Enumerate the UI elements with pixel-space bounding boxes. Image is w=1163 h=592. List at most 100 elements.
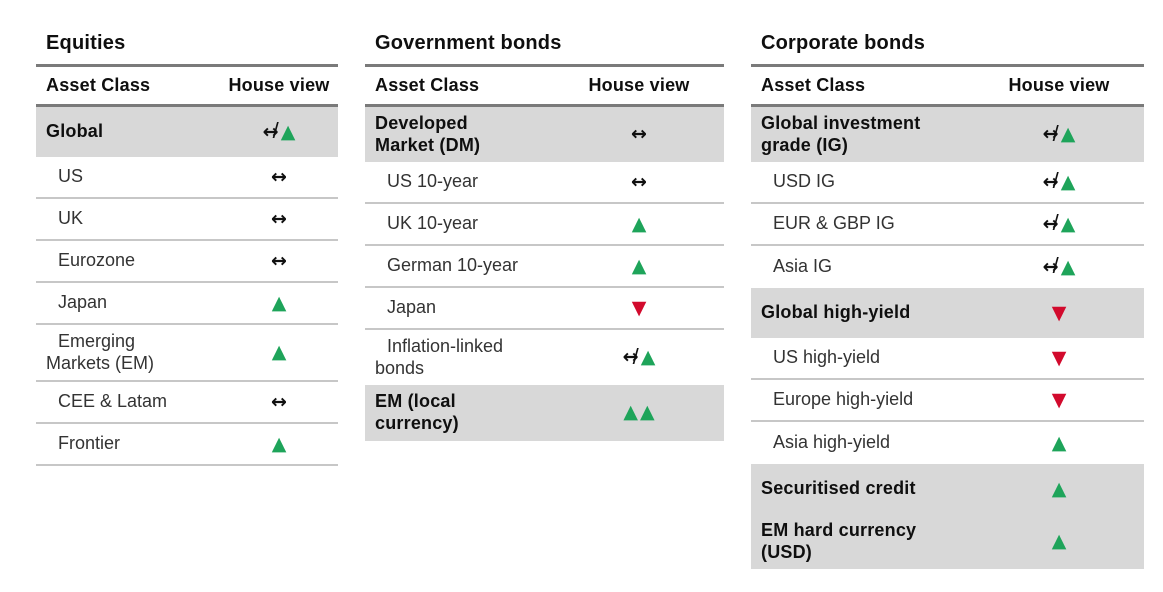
up-triangle-icon: ▲ (1060, 170, 1076, 193)
house-view-indicator: ↔ (554, 172, 724, 192)
table-title: Equities (36, 30, 338, 67)
neutral-arrow-icon: ↔ (622, 346, 639, 369)
neutral-arrow-icon: ↔ (1042, 212, 1059, 235)
up-triangle-icon: ▲ (1051, 530, 1067, 553)
asset-class-label: Securitised credit (761, 478, 916, 499)
house-view-indicator: ↔ (220, 390, 338, 413)
asset-class-label: US (58, 166, 84, 187)
asset-class-label: US high-yield (773, 347, 881, 368)
house-view-indicator: ▲ (220, 343, 338, 362)
equities-table: Equities Asset Class House view Global ↔ /… (36, 30, 338, 467)
asset-class-label: Frontier (58, 433, 121, 454)
table-row: Securitised credit ▲ (751, 464, 1144, 515)
down-triangle-icon: ▼ (1051, 346, 1067, 369)
asset-class-label: Global investment grade (IG) (761, 113, 921, 155)
up-triangle-icon: ▲ (280, 120, 296, 143)
house-view-indicator: ▲ (974, 431, 1144, 454)
tables-root: Equities Asset Class House view Global ↔ /… (36, 30, 1144, 570)
asset-class-label: CEE & Latam (58, 391, 168, 412)
table-row: EUR & GBP IG ↔ / ▲ (751, 204, 1144, 247)
house-view-indicator: ↔ / ▲ (220, 118, 338, 143)
asset-class-label: EM (local currency) (375, 391, 459, 433)
house-view-indicator: ↔ / ▲ (974, 253, 1144, 279)
house-view-indicator: ↔ / ▲ (554, 343, 724, 369)
table-body: Global investment grade (IG) ↔ / ▲ USD IG ↔ / ▲… (751, 107, 1144, 570)
house-view-indicator: ▲ (554, 212, 724, 235)
asset-class-label: EM hard currency (USD) (761, 520, 917, 562)
slash-icon: / (1052, 253, 1059, 279)
asset-class-label: Europe high-yield (773, 389, 914, 410)
house-view-indicator: ↔ (220, 251, 338, 271)
down-triangle-icon: ▼ (1051, 301, 1067, 324)
slash-icon: / (1052, 168, 1059, 194)
asset-class-label: Japan (387, 297, 437, 318)
table-row: Emerging Markets (EM) ▲ (36, 325, 338, 383)
up-triangle-icon: ▲ (631, 254, 647, 277)
neutral-arrow-icon: ↔ (1042, 170, 1059, 193)
neutral-arrow-icon: ↔ (271, 390, 287, 413)
table-header: Asset Class House view (751, 67, 1144, 107)
down-triangle-icon: ▼ (1051, 388, 1067, 411)
table-row: UK 10-year ▲ (365, 204, 724, 247)
column-header-asset-class: Asset Class (46, 75, 151, 95)
table-body: Developed Market (DM) ↔ US 10-year ↔ UK 10-y… (365, 107, 724, 441)
asset-class-label: US 10-year (387, 171, 479, 192)
table-body: Global ↔ / ▲ US ↔ UK ↔ Eurozone ↔ Japan ▲ Emerging M… (36, 107, 338, 467)
slash-icon: / (272, 118, 279, 143)
neutral-arrow-icon: ↔ (1042, 123, 1059, 146)
table-row: UK ↔ (36, 199, 338, 241)
house-view-indicator: ▲ (554, 254, 724, 277)
house-view-indicator: ↔ (220, 209, 338, 229)
up-triangle-icon: ▲ (1051, 431, 1067, 454)
house-view-indicator: ▲ (220, 434, 338, 454)
up-triangle-icon: ▲ (1060, 123, 1076, 146)
up-triangle-icon: ▲ (1060, 255, 1076, 278)
asset-class-label: UK (58, 208, 84, 229)
table-row: Developed Market (DM) ↔ (365, 107, 724, 163)
table-row: German 10-year ▲ (365, 246, 724, 289)
table-row: US 10-year ↔ (365, 162, 724, 205)
house-view-indicator: ▼ (974, 388, 1144, 411)
neutral-arrow-icon: ↔ (262, 120, 279, 143)
asset-class-label: Global (46, 121, 104, 142)
table-row: US high-yield ▼ (751, 338, 1144, 381)
neutral-arrow-icon: ↔ (271, 165, 287, 188)
up-triangle-icon: ▲ (631, 212, 647, 235)
asset-class-label: Emerging Markets (EM) (46, 331, 154, 373)
house-view-indicator: ▼ (974, 346, 1144, 369)
asset-class-label: Global high-yield (761, 302, 911, 323)
column-header-house-view: House view (228, 75, 330, 95)
column-header-house-view: House view (588, 75, 690, 95)
table-row: CEE & Latam ↔ (36, 382, 338, 425)
table-row: EM hard currency (USD) ▲ (751, 514, 1144, 570)
table-row: Inflation-linked bonds ↔ / ▲ (365, 330, 724, 385)
asset-class-label: Japan (58, 292, 108, 313)
asset-class-label: UK 10-year (387, 213, 479, 234)
slash-icon: / (1052, 120, 1059, 146)
column-header-house-view: House view (1008, 75, 1110, 95)
house-view-indicator: ▼ (554, 298, 724, 318)
table-row: Europe high-yield ▼ (751, 380, 1144, 423)
house-view-indicator: ↔ (220, 165, 338, 188)
slash-icon: / (632, 343, 639, 369)
table-row: Japan ▼ (365, 288, 724, 331)
table-title: Government bonds (365, 30, 724, 67)
table-title: Corporate bonds (751, 30, 1144, 67)
table-row: US ↔ (36, 157, 338, 199)
house-view-indicator: ↔ / ▲ (974, 168, 1144, 194)
table-row: Asia IG ↔ / ▲ (751, 246, 1144, 288)
column-header-asset-class: Asset Class (375, 75, 480, 95)
up-triangle-icon: ▲ (640, 346, 656, 369)
table-row: Eurozone ↔ (36, 241, 338, 283)
table-header: Asset Class House view (36, 67, 338, 107)
house-view-indicator: ▲ (974, 532, 1144, 551)
house-view-indicator: ↔ / ▲ (974, 212, 1144, 235)
government-bonds-table: Government bonds Asset Class House view … (365, 30, 724, 441)
table-row: Asia high-yield ▲ (751, 422, 1144, 464)
asset-class-label: Inflation-linked bonds (375, 336, 504, 378)
asset-class-label: EUR & GBP IG (773, 213, 895, 234)
up-triangle-icon: ▲ (623, 401, 638, 424)
table-row: Frontier ▲ (36, 424, 338, 467)
neutral-arrow-icon: ↔ (631, 123, 647, 146)
asset-class-label: German 10-year (387, 255, 519, 276)
